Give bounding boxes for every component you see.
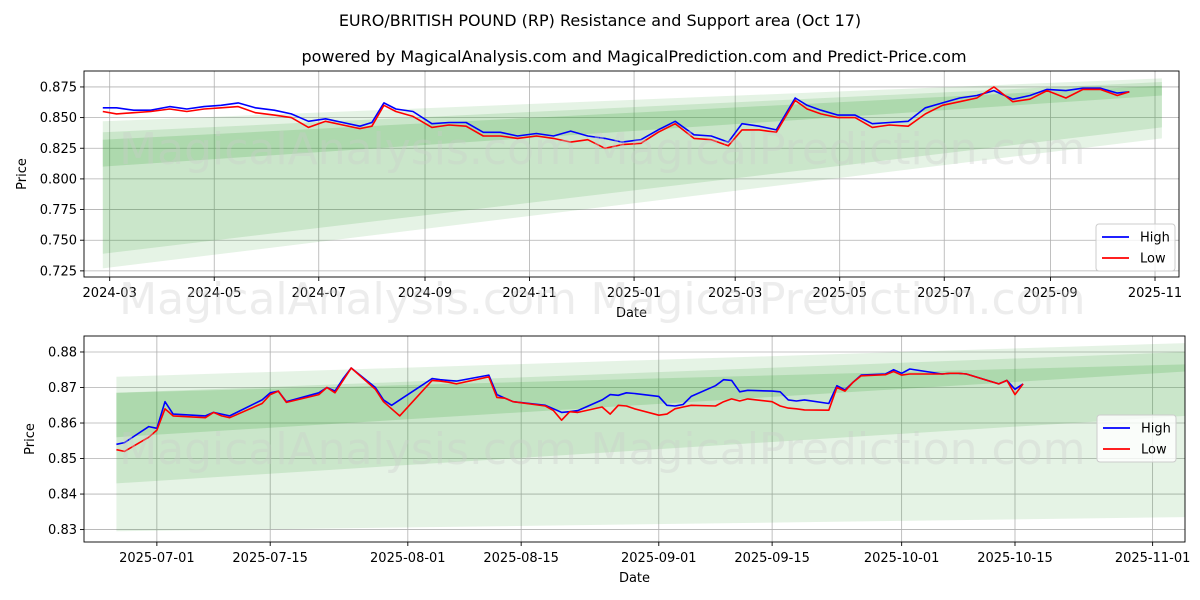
x-tick-label-1: 2024-05 xyxy=(187,286,241,301)
y-tick-label-2: 0.85 xyxy=(48,452,77,467)
y-tick-label-5: 0.850 xyxy=(40,111,77,126)
x-tick-label-8: 2025-07 xyxy=(917,286,971,301)
x-tick-label-0: 2025-07-01 xyxy=(119,551,195,566)
series-high-line xyxy=(102,87,1130,143)
series-low-line xyxy=(116,367,1024,453)
x-tick-label-2: 2024-07 xyxy=(292,286,346,301)
legend-box xyxy=(1096,414,1177,463)
watermark-prediction-mid: MagicalPrediction.com xyxy=(591,274,1086,325)
y-tick-label-2: 0.775 xyxy=(40,203,77,218)
y-axis-label: Price xyxy=(15,158,30,190)
y-tick-label-1: 0.750 xyxy=(40,234,77,249)
y-tick-label-3: 0.800 xyxy=(40,172,77,187)
y-tick-label-5: 0.88 xyxy=(48,345,77,360)
x-tick-label-5: 2025-01 xyxy=(607,286,661,301)
chart-top: 2024-03 2024-05 2024-07 2024-09 2024-11 2025-… xyxy=(15,70,1182,321)
y-tick-label-4: 0.87 xyxy=(48,381,77,396)
watermark-prediction-top: MagicalPrediction.com xyxy=(591,124,1086,175)
x-tick-label-4: 2025-09-01 xyxy=(621,551,697,566)
legend-label-high: High xyxy=(1140,231,1170,246)
legend-label-high: High xyxy=(1141,422,1171,437)
y-tick-label-4: 0.825 xyxy=(40,142,77,157)
series-low-line xyxy=(102,86,1130,150)
watermark-analysis-bottom: MagicalAnalysis.com xyxy=(119,424,577,475)
y-tick-label-6: 0.875 xyxy=(40,80,77,95)
x-tick-label-1: 2025-07-15 xyxy=(232,551,308,566)
y-tick-label-3: 0.86 xyxy=(48,417,77,432)
figure-subtitle: powered by MagicalAnalysis.com and Magic… xyxy=(301,47,966,66)
support-resistance-band-0 xyxy=(116,343,1185,532)
y-tick-label-0: 0.83 xyxy=(48,523,77,538)
watermark-analysis-top: MagicalAnalysis.com xyxy=(119,124,577,175)
x-tick-label-6: 2025-10-01 xyxy=(864,551,940,566)
legend: High Low xyxy=(1095,223,1176,272)
watermark-layer: MagicalAnalysis.com MagicalPrediction.co… xyxy=(119,124,1085,475)
x-tick-label-2: 2025-08-01 xyxy=(370,551,446,566)
y-axis-label: Price xyxy=(23,423,38,455)
x-tick-label-3: 2025-08-15 xyxy=(483,551,559,566)
x-tick-label-7: 2025-05 xyxy=(813,286,867,301)
legend-label-low: Low xyxy=(1141,443,1167,458)
support-resistance-band-1 xyxy=(116,352,1185,484)
x-tick-label-9: 2025-09 xyxy=(1023,286,1077,301)
grid xyxy=(84,336,1185,542)
x-tick-label-3: 2024-09 xyxy=(398,286,452,301)
x-axis-label: Date xyxy=(619,571,650,586)
x-tick-label-10: 2025-11 xyxy=(1128,286,1182,301)
x-tick-label-8: 2025-11-01 xyxy=(1115,551,1191,566)
legend-label-low: Low xyxy=(1140,252,1166,267)
watermark-analysis-mid: MagicalAnalysis.com xyxy=(119,274,577,325)
x-tick-label-5: 2025-09-15 xyxy=(734,551,810,566)
x-axis-label: Date xyxy=(616,306,647,321)
y-tick-label-0: 0.725 xyxy=(40,264,77,279)
legend-box xyxy=(1095,223,1176,272)
x-tick-label-6: 2025-03 xyxy=(708,286,762,301)
watermark-prediction-bottom: MagicalPrediction.com xyxy=(591,424,1086,475)
grid xyxy=(84,71,1179,277)
x-tick-label-4: 2024-11 xyxy=(502,286,556,301)
figure-title: EURO/BRITISH POUND (RP) Resistance and S… xyxy=(339,11,861,30)
plot-area xyxy=(102,78,1162,269)
x-tick-label-7: 2025-10-15 xyxy=(977,551,1053,566)
chart-bottom: 2025-07-01 2025-07-15 2025-08-01 2025-08-15… xyxy=(23,335,1191,586)
y-tick-label-1: 0.84 xyxy=(48,488,77,503)
plot-frame xyxy=(83,335,1186,543)
legend: High Low xyxy=(1096,414,1177,463)
support-resistance-band-2 xyxy=(102,85,1162,167)
x-tick-label-0: 2024-03 xyxy=(83,286,137,301)
support-resistance-band-2 xyxy=(116,364,1185,438)
plot-frame xyxy=(83,70,1180,278)
plot-area xyxy=(116,343,1185,532)
